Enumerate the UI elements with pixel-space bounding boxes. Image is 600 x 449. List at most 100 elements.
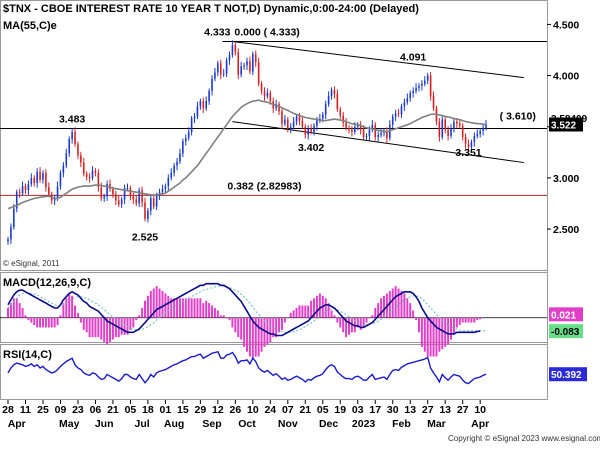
- candle-body: [292, 121, 295, 127]
- macd-hist-bar: [237, 317, 240, 338]
- candle-body: [91, 170, 94, 178]
- candle-body: [59, 172, 62, 187]
- candle-body: [219, 63, 222, 75]
- candle-body: [202, 101, 205, 109]
- candle-body: [62, 165, 65, 173]
- candle-body: [243, 65, 245, 67]
- reference-lines: [0, 41, 547, 196]
- macd-hist-bar: [141, 308, 144, 318]
- macd-hist-bar: [339, 317, 342, 328]
- macd-hist-bar: [176, 298, 179, 318]
- candle-body: [295, 116, 298, 122]
- x-month-label: Nov: [278, 418, 298, 430]
- x-tick-label: 05: [125, 404, 137, 416]
- candle-body: [333, 89, 336, 94]
- ma-line: [7, 99, 487, 210]
- macd-hist-bar: [41, 317, 44, 328]
- macd-tag-box: [549, 307, 583, 322]
- candle-body: [479, 130, 481, 134]
- candle-body: [394, 113, 397, 117]
- macd-hist-bar: [251, 317, 254, 359]
- macd-hist-bar: [336, 317, 339, 323]
- candle-body: [359, 124, 362, 130]
- macd-hist-bar: [307, 305, 310, 318]
- macd-hist-bar: [278, 317, 281, 333]
- macd-hist-bar: [348, 317, 351, 335]
- candle-body: [330, 89, 333, 97]
- macd-hist-bar: [380, 298, 383, 318]
- macd-hist-bar: [149, 291, 152, 318]
- candle-body: [214, 72, 216, 79]
- macd-hist-bar: [211, 305, 214, 318]
- candle-body: [461, 125, 464, 137]
- candle-body: [228, 55, 231, 61]
- candle-body: [450, 128, 452, 136]
- macd-signal-line: [7, 285, 487, 333]
- macd-hist-bar: [103, 317, 106, 342]
- macd-hist-bar: [452, 317, 455, 335]
- macd-hist-bar: [263, 317, 266, 347]
- x-tick-label: 19: [334, 404, 346, 416]
- macd-hist-bar: [190, 298, 193, 318]
- candle-body: [368, 129, 371, 136]
- macd-hist-bar: [193, 298, 196, 318]
- macd-hist-bar: [257, 317, 260, 357]
- candle-body: [179, 153, 181, 162]
- candle-body: [482, 127, 484, 131]
- candle-body: [339, 109, 342, 116]
- macd-tag-label: -0.083: [551, 327, 580, 338]
- candle-body: [80, 155, 82, 163]
- candle-body: [348, 127, 350, 130]
- macd-hist-bar: [432, 317, 435, 357]
- candle-body: [15, 192, 18, 209]
- candle-body: [74, 131, 76, 145]
- macd-hist-bar: [114, 317, 117, 338]
- macd-hist-bar: [254, 317, 257, 357]
- macd-hist-bar: [18, 303, 21, 318]
- candle-body: [21, 186, 24, 194]
- macd-hist-bar: [21, 308, 24, 318]
- price-annotations: 4.333 0.000 ( 4.333) 4.091 3.483 ( 3.610) 3.4…: [59, 27, 536, 244]
- macd-hist-bar: [318, 293, 321, 318]
- candle-body: [327, 96, 330, 105]
- macd-hist-bar: [53, 317, 56, 328]
- candle-body: [313, 125, 315, 132]
- macd-hist-bar: [292, 310, 295, 318]
- x-month-label: Oct: [238, 418, 256, 430]
- candle-body: [380, 132, 382, 135]
- candle-body: [374, 124, 377, 137]
- macd-hist-bar: [129, 317, 132, 330]
- candle-body: [117, 200, 120, 205]
- x-tick-label: 26: [229, 404, 241, 416]
- candle-body: [263, 90, 266, 97]
- x-tick-label: 30: [387, 404, 399, 416]
- candle-body: [10, 227, 12, 240]
- macd-hist-bar: [39, 317, 42, 328]
- candle-body: [161, 189, 164, 193]
- chart-title: $TNX - CBOE INTEREST RATE 10 YEAR T NOT,…: [3, 3, 419, 15]
- small-copyright: © eSignal, 2011: [3, 259, 60, 268]
- candle-body: [400, 106, 403, 115]
- y-tick-label: 3.000: [553, 173, 579, 185]
- candle-body: [48, 187, 50, 195]
- macd-hist-bar: [464, 317, 467, 323]
- candle-body: [240, 66, 242, 75]
- candle-body: [321, 114, 324, 119]
- macd-series: 0.021 -0.083: [0, 282, 583, 359]
- candle-body: [120, 199, 123, 205]
- candle-body: [432, 96, 435, 109]
- macd-hist-bar: [62, 303, 65, 318]
- candle-body: [39, 171, 41, 180]
- candle-body: [473, 135, 476, 143]
- candle-body: [418, 85, 420, 88]
- macd-hist-bar: [213, 308, 216, 318]
- macd-hist-bar: [362, 317, 365, 328]
- macd-hist-bar: [173, 298, 176, 318]
- price-annotation: ( 3.610): [500, 110, 536, 122]
- macd-hist-bar: [368, 317, 371, 319]
- candle-body: [336, 94, 339, 110]
- macd-hist-bar: [298, 305, 301, 318]
- x-tick-label: 07: [282, 404, 294, 416]
- candle-body: [298, 116, 301, 121]
